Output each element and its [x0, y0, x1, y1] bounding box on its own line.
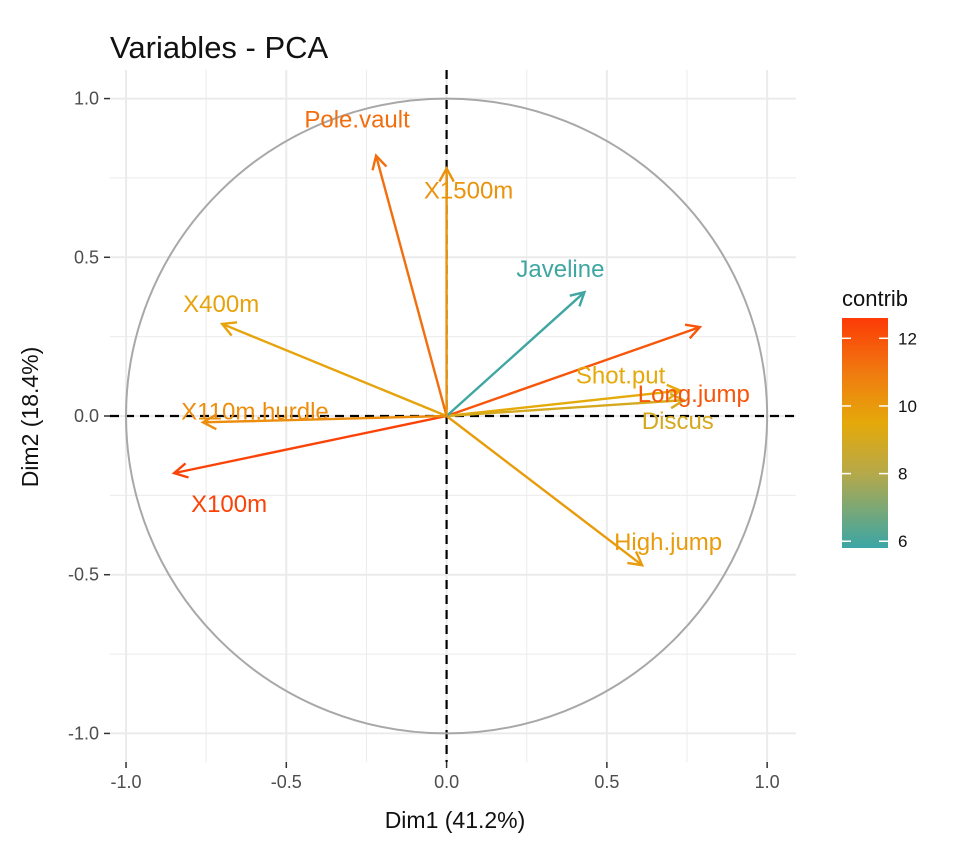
arrowhead-x100m	[171, 462, 189, 479]
x-tick-label: 1.0	[755, 772, 780, 792]
y-axis-title: Dim2 (18.4%)	[17, 347, 43, 488]
arrow-discus	[446, 398, 684, 418]
arrow-high-jump	[445, 415, 643, 567]
axes: -1.0 -0.5 0.0 0.5 1.0 -1.0 -0.5 0.0 0.5 1.0	[68, 89, 780, 792]
label-x110m-hurdle: X110m.hurdle	[181, 398, 329, 425]
x-tick-label: 0.5	[594, 772, 619, 792]
x-tick-label: -1.0	[111, 772, 142, 792]
label-x400m: X400m	[183, 291, 259, 318]
correlation-circle	[125, 97, 769, 735]
arrow-x100m	[173, 414, 447, 475]
x-tick-label: -0.5	[271, 772, 302, 792]
legend-title: contrib	[842, 286, 908, 311]
arrowhead-shot-put	[666, 383, 684, 401]
arrowhead-javeline	[569, 290, 587, 307]
x-axis-title: Dim1 (41.2%)	[385, 807, 526, 833]
arrow-x400m	[221, 322, 448, 418]
arrowhead-x400m	[219, 321, 238, 337]
legend-colorbar-rect	[842, 318, 888, 548]
label-shot-put: Shot.put	[576, 363, 666, 390]
label-high-jump: High.jump	[614, 529, 722, 556]
y-tick-label: -0.5	[68, 565, 99, 585]
legend-tick-label: 10	[898, 397, 917, 416]
y-tick-label: 0.0	[74, 406, 99, 426]
arrowhead-high-jump	[627, 551, 645, 567]
arrow-long-jump	[446, 325, 701, 418]
label-javeline: Javeline	[516, 256, 604, 283]
arrowhead-pole-vault	[371, 153, 388, 171]
legend-tick-label: 6	[898, 532, 907, 551]
arrow-pole-vault	[374, 155, 448, 417]
unit-circle	[125, 97, 769, 735]
y-tick-label: 0.5	[74, 247, 99, 267]
legend-tick-label: 8	[898, 465, 907, 484]
legend-ticks: 6 8 10 12	[842, 329, 917, 551]
y-tick-label: 1.0	[74, 89, 99, 109]
y-tick-label: -1.0	[68, 723, 99, 743]
arrowhead-long-jump	[684, 323, 703, 340]
label-long-jump: Long.jump	[638, 381, 750, 408]
chart-title: Variables - PCA	[110, 30, 329, 65]
arrowhead-x110m-hurdle	[200, 413, 217, 431]
variable-arrows	[171, 153, 703, 567]
x-tick-label: 0.0	[434, 772, 459, 792]
label-pole-vault: Pole.vault	[304, 107, 410, 134]
label-x1500m: X1500m	[424, 177, 513, 204]
legend: contrib 6 8 10 12	[842, 286, 917, 551]
arrow-shot-put	[446, 389, 681, 418]
label-discus: Discus	[642, 408, 714, 435]
arrow-x110m-hurdle	[202, 414, 447, 424]
arrowhead-discus	[669, 392, 687, 410]
legend-tick-label: 12	[898, 329, 917, 348]
label-x100m: X100m	[191, 491, 267, 518]
legend-colorbar	[842, 318, 888, 548]
arrow-javeline	[445, 291, 586, 417]
arrowhead-x1500m	[438, 165, 455, 183]
